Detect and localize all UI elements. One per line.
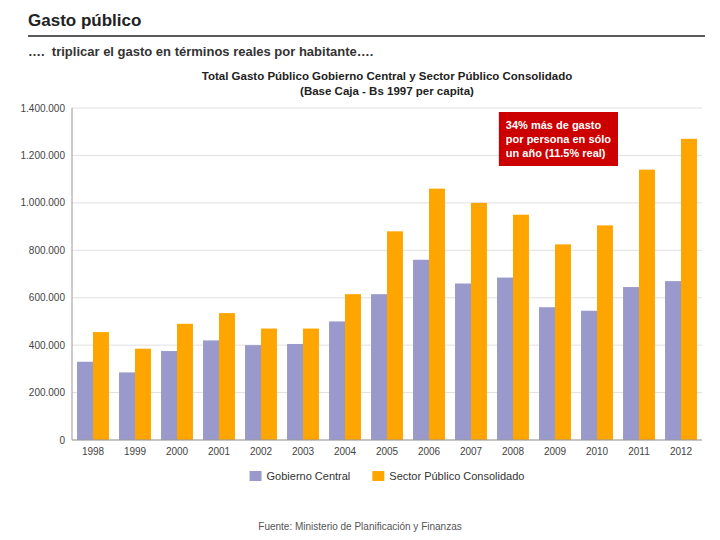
grid-line (72, 440, 702, 441)
legend-label: Gobierno Central (267, 470, 351, 482)
bar (581, 311, 597, 440)
y-tick-label: 1.400.000 (21, 103, 66, 114)
bar (161, 351, 177, 440)
bar (329, 321, 345, 440)
bar (219, 313, 235, 440)
x-tick-label: 1999 (124, 446, 147, 457)
x-tick-label: 2007 (460, 446, 483, 457)
page-title: Gasto público (28, 11, 141, 30)
bar (77, 362, 93, 440)
bar (245, 345, 261, 440)
y-tick-label: 600.000 (29, 292, 66, 303)
bar (303, 329, 319, 440)
bar (119, 372, 135, 440)
annotation: 34% más de gastopor persona en sóloun añ… (499, 112, 618, 166)
y-tick-label: 0 (59, 435, 65, 446)
bar (597, 225, 613, 440)
bar (429, 189, 445, 440)
chart: Gasto público …. triplicar el gasto en té… (0, 0, 720, 540)
bar (665, 281, 681, 440)
legend-swatch (250, 471, 262, 481)
annotation-text: 34% más de gastopor persona en sóloun añ… (506, 119, 611, 159)
x-axis (72, 440, 702, 441)
y-tick-label: 200.000 (29, 387, 66, 398)
bar (203, 340, 219, 440)
bar (287, 344, 303, 440)
title-rule (28, 35, 705, 37)
x-tick-label: 2012 (670, 446, 693, 457)
bar (497, 278, 513, 440)
y-tick-label: 1.200.000 (21, 150, 66, 161)
bar (513, 215, 529, 440)
x-tick-label: 2010 (586, 446, 609, 457)
legend-swatch (372, 471, 384, 481)
y-tick-label: 800.000 (29, 245, 66, 256)
bar (623, 287, 639, 440)
bar (93, 332, 109, 440)
grid-line (72, 108, 702, 109)
x-tick-label: 2004 (334, 446, 357, 457)
x-tick-label: 2006 (418, 446, 441, 457)
y-tick-label: 1.000.000 (21, 197, 66, 208)
bar (261, 329, 277, 440)
bar (135, 349, 151, 440)
legend-label: Sector Público Consolidado (389, 470, 524, 482)
grid-line (72, 202, 702, 203)
bar (345, 294, 361, 440)
y-axis (72, 108, 73, 440)
bars (77, 139, 697, 440)
legend: Gobierno Central Sector Público Consolida… (250, 470, 525, 482)
x-tick-label: 2001 (208, 446, 231, 457)
y-tick-label: 400.000 (29, 340, 66, 351)
bar (455, 283, 471, 440)
annotation-box (499, 112, 618, 166)
x-tick-label: 1998 (82, 446, 105, 457)
bar (539, 307, 555, 440)
bar (681, 139, 697, 440)
subtitle: …. triplicar el gasto en términos reales… (28, 44, 373, 59)
x-tick-label: 2002 (250, 446, 273, 457)
chart-title: Total Gasto Público Gobierno Central y S… (202, 70, 572, 82)
x-tick-label: 2000 (166, 446, 189, 457)
x-tick-label: 2009 (544, 446, 567, 457)
bar (413, 260, 429, 440)
bar (387, 231, 403, 440)
x-tick-label: 2011 (628, 446, 650, 457)
x-tick-label: 2008 (502, 446, 525, 457)
source: Fuente: Ministerio de Planificación y Fi… (258, 521, 461, 532)
bar (471, 203, 487, 440)
bar (639, 170, 655, 440)
bar (555, 244, 571, 440)
x-tick-label: 2005 (376, 446, 399, 457)
bar (177, 324, 193, 440)
chart-title: (Base Caja - Bs 1997 per capita) (300, 85, 474, 97)
x-tick-label: 2003 (292, 446, 315, 457)
bar (371, 294, 387, 440)
